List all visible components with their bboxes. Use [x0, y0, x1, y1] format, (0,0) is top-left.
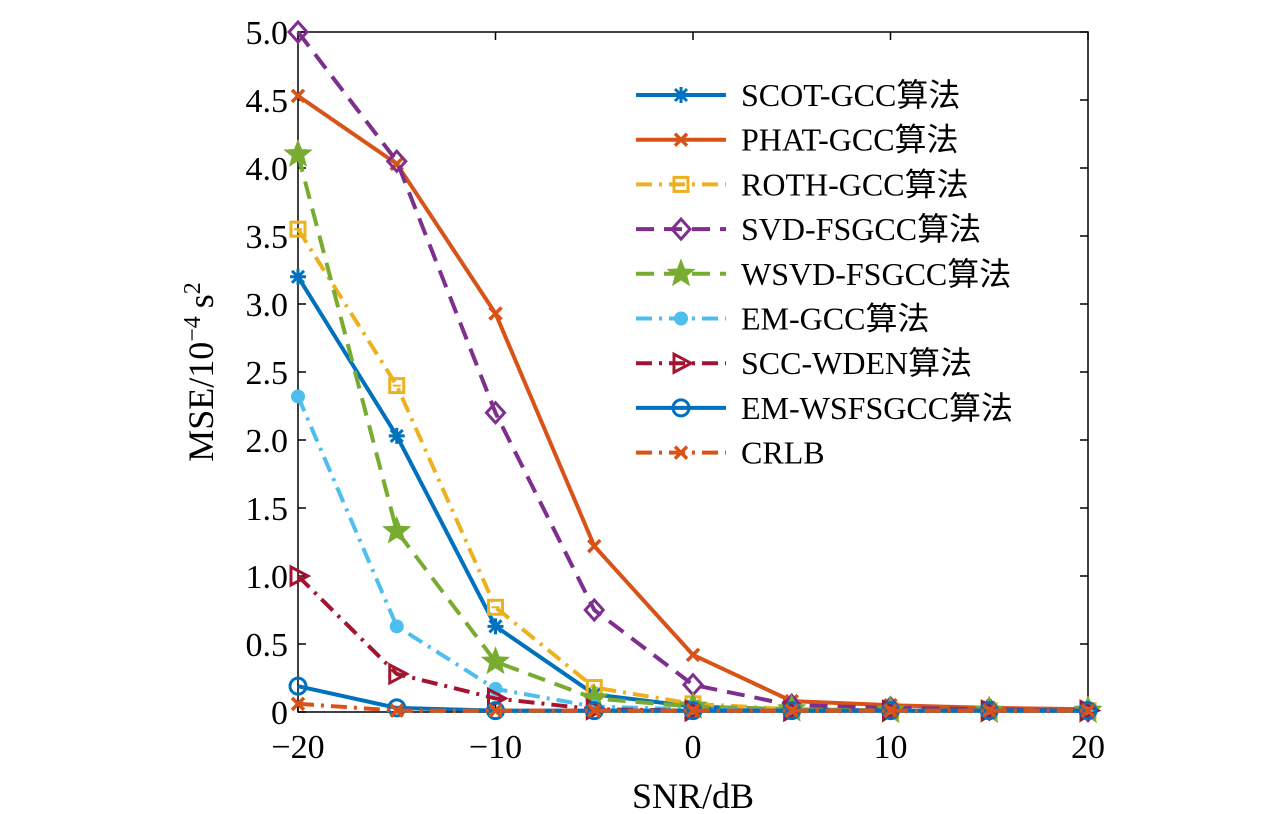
y-tick-label: 2.0: [246, 423, 289, 460]
data-point: [389, 703, 404, 718]
series-line: [296, 228, 1088, 713]
legend-item: SVD-FSGCC算法: [636, 211, 981, 247]
x-axis-label: SNR/dB: [632, 776, 754, 814]
series-6: [291, 389, 1095, 718]
legend-label: CRLB: [741, 435, 825, 471]
data-point: [389, 619, 404, 634]
y-tick-label: 3.5: [246, 219, 289, 256]
data-point: [583, 597, 606, 623]
legend-marker: [666, 258, 696, 287]
legend-item: EM-WSFSGCC算法: [636, 390, 1013, 426]
series-9: [290, 696, 1096, 718]
legend-item: EM-GCC算法: [636, 301, 929, 337]
data-point: [382, 515, 412, 544]
legend-label: ROTH-GCC算法: [741, 166, 969, 202]
series-3: [289, 220, 1097, 720]
series-line: [296, 395, 1088, 713]
legend-item: PHAT-GCC算法: [636, 122, 959, 158]
y-tick-label: 0: [271, 695, 288, 732]
data-point: [387, 698, 407, 718]
data-point: [283, 139, 313, 167]
data-point: [286, 19, 310, 45]
y-axis-label-unit: s: [181, 294, 221, 308]
legend-label: EM-WSFSGCC算法: [741, 390, 1013, 426]
data-point: [388, 377, 406, 395]
legend-label: EM-GCC算法: [741, 301, 929, 337]
legend-item: CRLB: [636, 435, 825, 471]
y-tick-label: 1.5: [246, 491, 289, 528]
legend-marker: [672, 351, 695, 375]
legend-item: ROTH-GCC算法: [636, 166, 969, 202]
data-point: [291, 389, 305, 404]
data-point: [290, 88, 306, 104]
y-tick-label: 4.5: [246, 83, 289, 120]
series-line: [296, 574, 1088, 713]
data-point: [484, 400, 507, 426]
y-tick-label: 4.0: [246, 151, 289, 188]
legend: SCOT-GCC算法 PHAT-GCC算法 ROTH-GCC算法 SVD-FSGCC算…: [636, 77, 1013, 471]
data-point: [388, 427, 405, 444]
legend-marker: [674, 311, 688, 326]
data-point: [982, 703, 997, 718]
data-point: [288, 676, 308, 696]
legend-label: SCOT-GCC算法: [741, 77, 960, 113]
data-point: [388, 662, 410, 686]
data-point: [685, 703, 701, 718]
data-point: [1080, 703, 1096, 718]
data-point: [385, 148, 408, 174]
series-line: [296, 275, 1088, 713]
data-point: [289, 564, 312, 588]
x-tick-label: 0: [685, 729, 702, 766]
data-point: [290, 696, 306, 712]
y-tick-label: 2.5: [246, 355, 289, 392]
y-axis-label-unit-exponent: 2: [180, 282, 206, 294]
series-1: [290, 268, 1096, 719]
y-tick-label: 5.0: [246, 15, 289, 52]
series-4: [286, 19, 1100, 723]
legend-marker: [673, 445, 689, 460]
legend-item: SCOT-GCC算法: [636, 77, 960, 113]
legend-marker: [672, 175, 690, 193]
legend-marker: [673, 87, 689, 103]
legend-marker: [673, 132, 689, 147]
legend-marker: [669, 216, 693, 242]
data-point: [587, 703, 602, 718]
data-point: [587, 538, 602, 554]
data-point: [883, 703, 898, 718]
x-tick-label: −20: [271, 729, 324, 766]
y-axis-label: MSE/10−4 s2: [180, 282, 221, 462]
legend-item: SCC-WDEN算法: [636, 345, 972, 381]
legend-marker: [671, 398, 691, 418]
data-point: [784, 703, 799, 718]
legend-label: WSVD-FSGCC算法: [741, 256, 1011, 292]
legend-label: SCC-WDEN算法: [741, 345, 972, 381]
y-tick-label: 1.0: [246, 559, 289, 596]
data-point: [290, 268, 306, 285]
data-point: [488, 703, 503, 718]
data-point: [289, 220, 307, 238]
y-axis-label-exponent: −4: [180, 316, 206, 342]
legend-label: PHAT-GCC算法: [741, 122, 959, 158]
y-tick-label: 3.0: [246, 287, 289, 324]
x-tick-label: 10: [874, 729, 908, 766]
y-tick-label: 0.5: [246, 627, 289, 664]
legend-item: WSVD-FSGCC算法: [636, 256, 1011, 292]
y-axis-label-prefix: MSE/10: [181, 342, 221, 462]
data-point: [488, 306, 503, 321]
x-tick-label: −10: [469, 729, 522, 766]
data-point: [480, 646, 511, 675]
x-tick-label: 20: [1071, 729, 1105, 766]
data-point: [487, 598, 504, 616]
data-point: [685, 647, 701, 663]
legend-label: SVD-FSGCC算法: [741, 211, 981, 247]
data-point: [487, 618, 504, 635]
